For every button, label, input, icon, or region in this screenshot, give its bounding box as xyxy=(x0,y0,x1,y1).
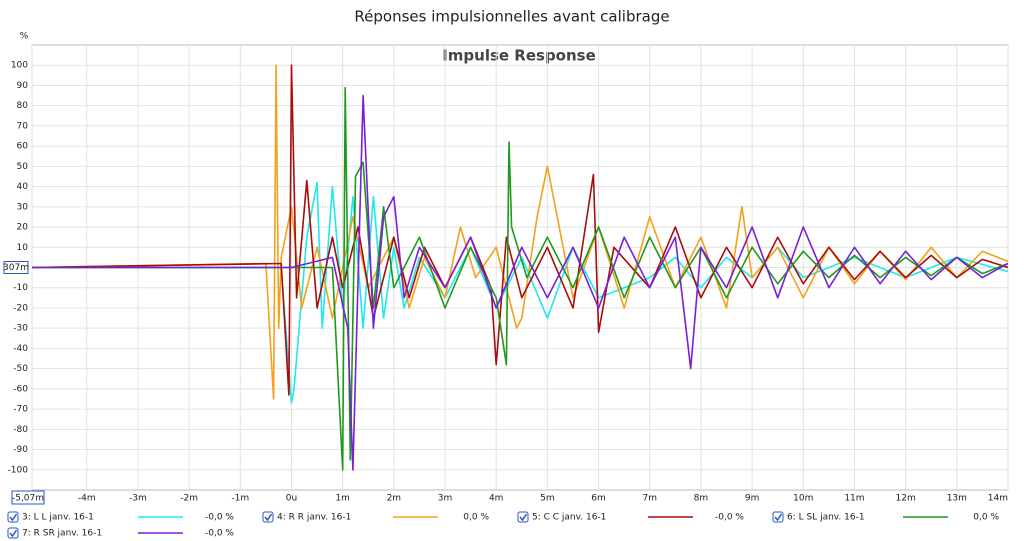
legend-value: 0,0 % xyxy=(463,513,489,523)
legend-value: -0,0 % xyxy=(205,529,234,539)
series-line xyxy=(32,86,1008,471)
y-tick-label: -20 xyxy=(13,303,28,313)
y-tick-label: 70 xyxy=(17,121,29,131)
y-tick-label: -40 xyxy=(13,344,28,354)
y-tick-label: 40 xyxy=(17,182,29,192)
x-tick-label: 3m xyxy=(438,494,453,504)
y-tick-label: 100 xyxy=(11,61,28,71)
x-tick-label: -1m xyxy=(231,494,249,504)
y-tick-label: -80 xyxy=(13,425,28,435)
series-line xyxy=(32,94,1008,471)
x-tick-label: -3m xyxy=(129,494,147,504)
legend-label: 7: R SR janv. 16-1 xyxy=(22,529,102,539)
x-tick-label: 9m xyxy=(745,494,760,504)
y-tick-label: 30 xyxy=(17,202,29,212)
x-tick-label: 10m xyxy=(793,494,813,504)
lines xyxy=(32,64,1008,471)
legend-value: 0,0 % xyxy=(973,513,999,523)
x-tick-label: 6m xyxy=(591,494,606,504)
y-tick-label: -10 xyxy=(13,283,28,293)
x-tick-label: 4m xyxy=(489,494,504,504)
y-tick-label: -100 xyxy=(8,465,29,475)
chart-title: Impulse Response xyxy=(442,47,596,65)
x-tick-label: 11m xyxy=(844,494,864,504)
x-tick-label: -4m xyxy=(78,494,96,504)
y-tick-label: 20 xyxy=(17,223,29,233)
y-tick-label: 50 xyxy=(17,162,29,172)
legend-entry: 5: C C janv. 16-1 -0,0 % xyxy=(517,511,744,523)
legend-entry: 6: L SL janv. 16-1 0,0 % xyxy=(772,511,999,523)
x-tick-label: 2m xyxy=(387,494,402,504)
x-tick-label: 5m xyxy=(540,494,555,504)
y-tick-label: 80 xyxy=(17,101,29,111)
x-tick-label: 7m xyxy=(642,494,657,504)
y-tick-label: -60 xyxy=(13,384,28,394)
x-tick-label: 0u xyxy=(286,494,297,504)
legend-value: -0,0 % xyxy=(205,513,234,523)
y-tick-label: 90 xyxy=(17,81,29,91)
legend-entry: 7: R SR janv. 16-1 -0,0 % xyxy=(7,527,234,539)
legend-label: 6: L SL janv. 16-1 xyxy=(787,513,865,523)
legend-entry: 4: R R janv. 16-1 0,0 % xyxy=(262,511,489,523)
x-tick-label: -5,07m xyxy=(12,494,44,504)
legend-checkmark xyxy=(774,513,783,522)
axes: 1009080706050403020100-10-20-30-40-50-60… xyxy=(3,61,1008,505)
y-tick-label: -70 xyxy=(13,405,28,415)
y-tick-label: -90 xyxy=(13,445,28,455)
grid xyxy=(31,45,1009,490)
legend-label: 3: L L janv. 16-1 xyxy=(22,513,94,523)
legend-entry: 3: L L janv. 16-1 -0,0 % xyxy=(7,511,234,523)
page-title: Réponses impulsionnelles avant calibrage xyxy=(354,8,669,26)
x-tick-label: -2m xyxy=(180,494,198,504)
legend-checkmark xyxy=(9,529,18,538)
x-tick-label: 12m xyxy=(896,494,916,504)
cursor-box xyxy=(3,261,29,274)
y-tick-label: 60 xyxy=(17,142,29,152)
cursor-label: 307m xyxy=(3,263,29,273)
x-tick-label: 13m xyxy=(947,494,967,504)
x-cursor-box xyxy=(11,490,45,505)
legend-checkmark xyxy=(9,513,18,522)
legend: 3: L L janv. 16-1 -0,0 % 4: R R janv. 16-1… xyxy=(7,511,999,539)
x-tick-label: 8m xyxy=(694,494,709,504)
legend-checkmark xyxy=(519,513,528,522)
y-axis-label: % xyxy=(20,32,29,42)
x-tick-label: 1m xyxy=(335,494,350,504)
legend-value: -0,0 % xyxy=(715,513,744,523)
y-tick-label: -50 xyxy=(13,364,28,374)
legend-label: 5: C C janv. 16-1 xyxy=(532,513,606,523)
x-tick-label: 14m xyxy=(988,494,1008,504)
legend-checkmark xyxy=(264,513,273,522)
legend-label: 4: R R janv. 16-1 xyxy=(277,513,351,523)
y-tick-label: 10 xyxy=(17,243,29,253)
y-tick-label: -30 xyxy=(13,324,28,334)
